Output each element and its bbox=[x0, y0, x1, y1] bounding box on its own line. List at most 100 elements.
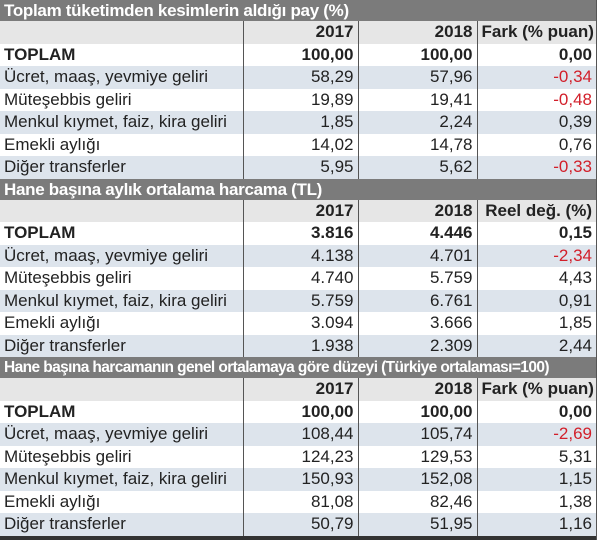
value-2017: 5.759 bbox=[242, 289, 358, 312]
section-table: 2017 2018 Fark (% puan) TOPLAM 100,00 100,00 0… bbox=[0, 378, 596, 536]
value-2017: 1,85 bbox=[242, 111, 358, 134]
value-diff: -2,69 bbox=[476, 423, 596, 446]
section-title: Toplam tüketimden kesimlerin aldığı pay … bbox=[0, 0, 596, 21]
value-2017: 50,79 bbox=[242, 513, 358, 536]
value-diff: 1,16 bbox=[476, 513, 596, 536]
row-label: Ücret, maaş, yevmiye geliri bbox=[0, 66, 243, 89]
table-row: Müteşebbis geliri 124,23 129,53 5,31 bbox=[0, 445, 596, 468]
value-2018: 57,96 bbox=[357, 66, 477, 89]
value-diff: 1,85 bbox=[476, 312, 596, 335]
value-2018: 3.666 bbox=[357, 312, 477, 335]
value-2018: 4.446 bbox=[357, 222, 477, 245]
value-2018: 6.761 bbox=[357, 289, 477, 312]
table-row: Menkul kıymet, faiz, kira geliri 1,85 2,24… bbox=[0, 111, 596, 134]
row-label: Müteşebbis geliri bbox=[0, 445, 243, 468]
value-2017: 100,00 bbox=[242, 43, 358, 66]
value-2018: 2,24 bbox=[357, 111, 477, 134]
value-diff: 2,44 bbox=[476, 334, 596, 357]
table-row: Emekli aylığı 81,08 82,46 1,38 bbox=[0, 490, 596, 513]
value-diff: 4,43 bbox=[476, 267, 596, 290]
table-row: Ücret, maaş, yevmiye geliri 108,44 105,74-… bbox=[0, 423, 596, 446]
value-diff: -0,34 bbox=[476, 66, 596, 89]
column-header: 2017 bbox=[242, 21, 358, 44]
value-2017: 124,23 bbox=[242, 445, 358, 468]
row-label: Müteşebbis geliri bbox=[0, 88, 243, 111]
value-diff: 1,15 bbox=[476, 468, 596, 491]
value-2017: 5,95 bbox=[242, 156, 358, 179]
row-label: Menkul kıymet, faiz, kira geliri bbox=[0, 111, 243, 134]
value-2018: 100,00 bbox=[357, 43, 477, 66]
value-diff: 0,76 bbox=[476, 133, 596, 156]
table-row: Ücret, maaş, yevmiye geliri 4.138 4.701 -2,… bbox=[0, 244, 596, 267]
value-2018: 82,46 bbox=[357, 490, 477, 513]
column-header: 2018 bbox=[357, 199, 477, 222]
value-2018: 5.759 bbox=[357, 267, 477, 290]
value-2018: 19,41 bbox=[357, 88, 477, 111]
table-row: Emekli aylığı 3.094 3.666 1,85 bbox=[0, 312, 596, 335]
value-2018: 14,78 bbox=[357, 133, 477, 156]
value-2018: 129,53 bbox=[357, 445, 477, 468]
row-label: Diğer transferler bbox=[0, 513, 243, 536]
section-table: 2017 2018 Reel değ. (%) TOPLAM 3.816 4.446 0,1… bbox=[0, 199, 596, 357]
row-label: TOPLAM bbox=[0, 222, 243, 245]
value-2017: 1.938 bbox=[242, 334, 358, 357]
column-header-row: 2017 2018 Reel değ. (%) bbox=[0, 199, 596, 222]
column-header-blank bbox=[0, 378, 243, 401]
table-row: Ücret, maaş, yevmiye geliri 58,29 57,96 -0,… bbox=[0, 66, 596, 89]
value-2017: 19,89 bbox=[242, 88, 358, 111]
column-header-blank bbox=[0, 21, 243, 44]
row-label: Menkul kıymet, faiz, kira geliri bbox=[0, 468, 243, 491]
value-2018: 100,00 bbox=[357, 400, 477, 423]
value-2017: 3.816 bbox=[242, 222, 358, 245]
row-label: Emekli aylığı bbox=[0, 490, 243, 513]
total-row: TOPLAM 100,00 100,00 0,00 bbox=[0, 400, 596, 423]
value-diff: 0,00 bbox=[476, 400, 596, 423]
value-diff: -2,34 bbox=[476, 244, 596, 267]
value-2017: 58,29 bbox=[242, 66, 358, 89]
row-label: Ücret, maaş, yevmiye geliri bbox=[0, 423, 243, 446]
value-diff: -0,48 bbox=[476, 88, 596, 111]
section-title: Hane başına harcamanın genel ortalamaya … bbox=[0, 357, 596, 378]
value-2017: 108,44 bbox=[242, 423, 358, 446]
value-2018: 51,95 bbox=[357, 513, 477, 536]
column-header: 2018 bbox=[357, 378, 477, 401]
table-row: Menkul kıymet, faiz, kira geliri 5.759 6.7… bbox=[0, 289, 596, 312]
value-diff: 0,15 bbox=[476, 222, 596, 245]
value-2017: 4.740 bbox=[242, 267, 358, 290]
value-2018: 152,08 bbox=[357, 468, 477, 491]
value-2017: 4.138 bbox=[242, 244, 358, 267]
column-header-blank bbox=[0, 199, 243, 222]
value-2017: 3.094 bbox=[242, 312, 358, 335]
value-2018: 4.701 bbox=[357, 244, 477, 267]
total-row: TOPLAM 3.816 4.446 0,15 bbox=[0, 222, 596, 245]
row-label: Müteşebbis geliri bbox=[0, 267, 243, 290]
value-2018: 5,62 bbox=[357, 156, 477, 179]
column-header-row: 2017 2018 Fark (% puan) bbox=[0, 21, 596, 44]
table-row: Emekli aylığı 14,02 14,78 0,76 bbox=[0, 133, 596, 156]
table-row: Diğer transferler 1.938 2.309 2,44 bbox=[0, 334, 596, 357]
value-diff: 1,38 bbox=[476, 490, 596, 513]
column-header: 2017 bbox=[242, 378, 358, 401]
table-row: Diğer transferler 50,79 51,95 1,16 bbox=[0, 513, 596, 536]
value-diff: 5,31 bbox=[476, 445, 596, 468]
row-label: TOPLAM bbox=[0, 43, 243, 66]
table-row: Müteşebbis geliri 19,89 19,41 -0,48 bbox=[0, 88, 596, 111]
table-row: Menkul kıymet, faiz, kira geliri 150,93 15… bbox=[0, 468, 596, 491]
row-label: TOPLAM bbox=[0, 400, 243, 423]
row-label: Menkul kıymet, faiz, kira geliri bbox=[0, 289, 243, 312]
value-2017: 100,00 bbox=[242, 400, 358, 423]
row-label: Emekli aylığı bbox=[0, 312, 243, 335]
section-title: Hane başına aylık ortalama harcama (TL) bbox=[0, 178, 596, 200]
table-row: Diğer transferler 5,95 5,62 -0,33 bbox=[0, 156, 596, 179]
section-table: 2017 2018 Fark (% puan) TOPLAM 100,00 100,00 0… bbox=[0, 21, 596, 179]
value-diff: 0,91 bbox=[476, 289, 596, 312]
total-row: TOPLAM 100,00 100,00 0,00 bbox=[0, 43, 596, 66]
table-row: Müteşebbis geliri 4.740 5.759 4,43 bbox=[0, 267, 596, 290]
row-label: Emekli aylığı bbox=[0, 133, 243, 156]
row-label: Diğer transferler bbox=[0, 156, 243, 179]
column-header-row: 2017 2018 Fark (% puan) bbox=[0, 378, 596, 401]
value-diff: -0,33 bbox=[476, 156, 596, 179]
value-diff: 0,39 bbox=[476, 111, 596, 134]
column-header: 2018 bbox=[357, 21, 477, 44]
